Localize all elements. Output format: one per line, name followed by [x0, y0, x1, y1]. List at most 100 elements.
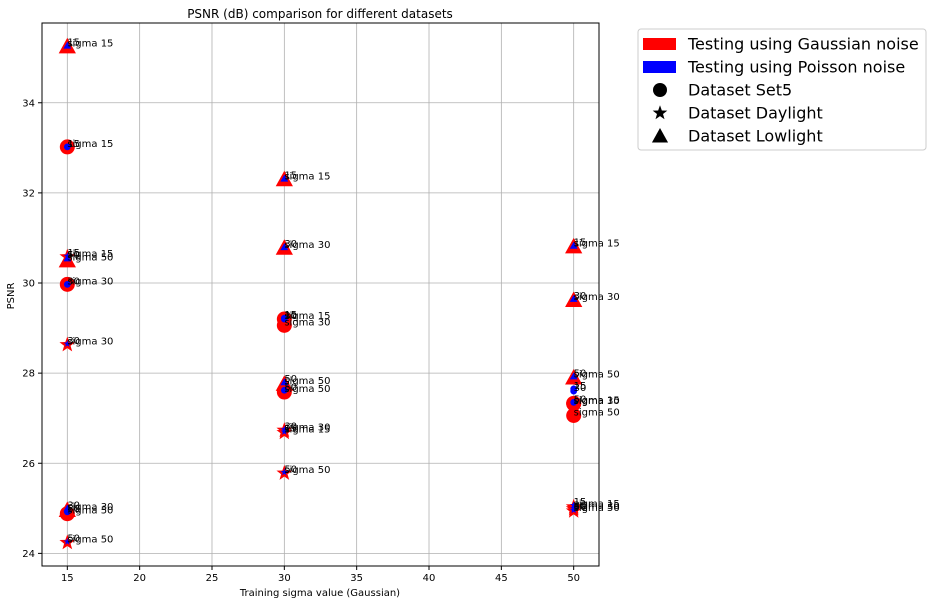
y-tick-label: 32: [22, 188, 35, 199]
y-tick-label: 34: [22, 98, 35, 109]
point-label: sigma 30: [284, 240, 330, 251]
poisson-triangle-point: [63, 254, 72, 262]
poisson-star-point: [63, 340, 71, 347]
legend-swatch: [643, 61, 676, 73]
point-label: sigma 30: [574, 396, 620, 407]
poisson-circle-point: [570, 387, 578, 395]
x-tick-label: 35: [350, 573, 363, 584]
point-label: 15: [574, 238, 587, 249]
point-label: sigma 30: [574, 292, 620, 303]
legend-triangle-icon: [651, 127, 669, 143]
poisson-circle-point: [280, 315, 288, 323]
point-label: 15: [574, 381, 587, 392]
legend-label: Dataset Lowlight: [688, 127, 823, 146]
legend-swatch: [643, 38, 676, 50]
point-label: sigma 15: [574, 499, 620, 510]
poisson-triangle-point: [280, 243, 289, 251]
plot-frame: [41, 22, 600, 567]
x-tick-label: 20: [133, 573, 146, 584]
point-label: sigma 30: [574, 501, 620, 512]
gaussian-circle-point: [276, 317, 292, 333]
data-points: [58, 37, 583, 550]
legend-label: Dataset Daylight: [688, 104, 823, 123]
axis-ticks: 15 20 25 30 35 40 45 50 24 26 28 30 32 34: [22, 98, 580, 584]
poisson-star-point: [280, 428, 288, 435]
x-axis-title: Training sigma value (Gaussian): [239, 588, 400, 599]
poisson-triangle-point: [569, 294, 578, 302]
point-label: sigma 30: [67, 337, 113, 348]
point-label: 15: [67, 38, 80, 49]
point-label: 50: [574, 368, 587, 379]
point-label: 15: [284, 310, 297, 321]
poisson-star-point: [63, 537, 71, 545]
legend-label: Dataset Set5: [688, 81, 792, 100]
poisson-circle-point: [280, 386, 288, 394]
poisson-star-point: [570, 506, 578, 514]
x-tick-label: 25: [206, 573, 219, 584]
point-label: 30: [67, 336, 80, 347]
point-label: 15: [67, 248, 80, 259]
poisson-star-point: [280, 425, 288, 433]
legend-label: Testing using Poisson noise: [687, 58, 905, 77]
point-label: sigma 15: [574, 239, 620, 250]
point-label: sigma 30: [284, 422, 330, 433]
point-label: 50: [284, 464, 297, 475]
point-label: 50: [67, 534, 80, 545]
point-label: 50: [574, 394, 587, 405]
point-label: sigma 30: [284, 317, 330, 328]
y-tick-label: 26: [22, 459, 35, 470]
poisson-circle-point: [570, 399, 578, 406]
poisson-circle-point: [63, 280, 71, 288]
point-label: sigma 50: [284, 465, 330, 476]
point-label: sigma 15: [67, 139, 113, 150]
point-label: sigma 15: [67, 249, 113, 260]
point-label: 50: [284, 374, 297, 385]
point-label: sigma 15: [284, 425, 330, 436]
legend-frame: [637, 28, 927, 151]
point-label: sigma 30: [67, 502, 113, 513]
point-label: 30: [67, 500, 80, 511]
point-label: sigma 50: [67, 506, 113, 517]
x-tick-label: 45: [495, 573, 508, 584]
point-label: sigma 50: [67, 252, 113, 263]
point-label: 30: [284, 239, 297, 250]
poisson-triangle-point: [63, 41, 72, 49]
legend-circle-icon: [653, 83, 667, 97]
point-label: 15: [574, 497, 587, 508]
point-label: sigma 50: [574, 407, 620, 418]
y-axis-title: PSNR: [6, 283, 17, 310]
point-label: sigma 50: [284, 384, 330, 395]
poisson-circle-point: [63, 143, 71, 151]
poisson-triangle-point: [569, 372, 578, 380]
point-label: sigma 15: [574, 395, 620, 406]
point-label: sigma 50: [284, 376, 330, 387]
y-tick-label: 24: [22, 549, 35, 560]
poisson-triangle-point: [280, 378, 289, 386]
point-label: 30: [284, 311, 297, 322]
point-label: sigma 15: [284, 311, 330, 322]
point-label: 30: [67, 276, 80, 287]
point-label: sigma 50: [574, 503, 620, 514]
x-tick-label: 40: [423, 573, 436, 584]
y-tick-label: 28: [22, 369, 35, 380]
point-label: 15: [284, 424, 297, 435]
legend-label: Testing using Gaussian noise: [687, 35, 919, 54]
point-label: 15: [67, 139, 80, 150]
poisson-triangle-point: [63, 504, 72, 512]
poisson-triangle-point: [280, 174, 289, 182]
legend-star-icon: [652, 105, 668, 120]
point-label: 30: [574, 291, 587, 302]
grid: [42, 23, 599, 566]
x-tick-label: 30: [278, 573, 291, 584]
poisson-star-point: [280, 468, 288, 476]
point-label: 30: [284, 421, 297, 432]
y-tick-label: 30: [22, 279, 35, 290]
poisson-triangle-point: [569, 241, 578, 249]
point-label: 50: [67, 250, 80, 261]
point-label: 30: [574, 500, 587, 511]
point-label: sigma 50: [67, 535, 113, 546]
point-label: sigma 15: [284, 171, 330, 182]
legend: Testing using Gaussian noise Testing usin…: [637, 28, 927, 151]
